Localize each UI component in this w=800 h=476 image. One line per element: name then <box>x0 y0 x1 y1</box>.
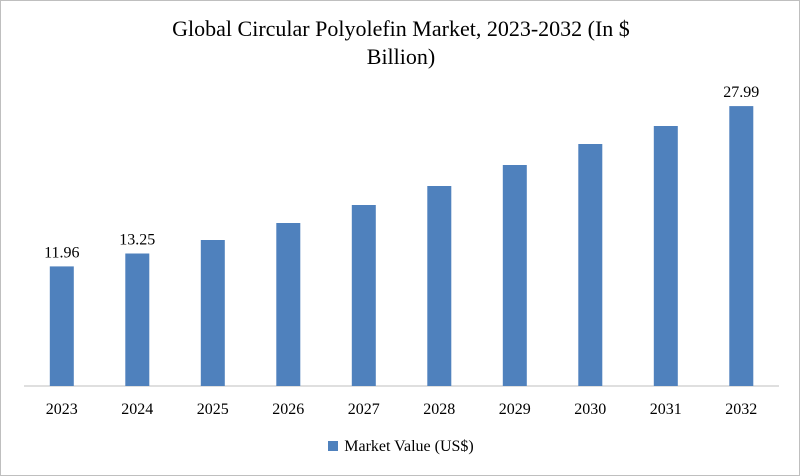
x-tick-label-2032: 2032 <box>725 401 757 418</box>
x-tick-label-2024: 2024 <box>121 401 153 418</box>
chart-title-line-2: Billion) <box>366 44 436 69</box>
x-tick-label-2025: 2025 <box>197 401 229 418</box>
x-tick-label-2031: 2031 <box>650 401 682 418</box>
data-label-group: 11.96 13.25 27.99 <box>44 84 759 261</box>
legend-swatch <box>328 441 339 451</box>
bar-2024 <box>125 253 150 386</box>
legend-label: Market Value (US$) <box>344 438 474 455</box>
bar-2023 <box>49 266 74 386</box>
data-label-2024: 13.25 <box>119 232 155 249</box>
bar-2028 <box>427 186 452 386</box>
x-tick-label-group: 2023 2024 2025 2026 2027 2028 2029 2030 2031 2032 <box>46 401 757 418</box>
chart-title: Global Circular Polyolefin Market, 2023-… <box>1 15 799 71</box>
x-tick-label-2023: 2023 <box>46 401 78 418</box>
bar-group <box>49 106 754 386</box>
bar-2031 <box>653 126 678 386</box>
bar-2027 <box>351 205 376 386</box>
plot-area: 11.96 13.25 27.99 2023 2024 2025 2026 2027 2028… <box>24 84 779 418</box>
legend: Market Value (US$) <box>1 437 799 457</box>
data-label-2023: 11.96 <box>44 244 79 261</box>
x-tick-label-2026: 2026 <box>272 401 304 418</box>
data-label-2032: 27.99 <box>723 84 759 101</box>
bar-2029 <box>502 165 527 386</box>
x-tick-label-2027: 2027 <box>348 401 380 418</box>
bar-2032 <box>729 106 754 386</box>
x-tick-label-2029: 2029 <box>499 401 531 418</box>
bar-2026 <box>276 223 301 386</box>
x-tick-label-2030: 2030 <box>574 401 606 418</box>
chart-title-line-1: Global Circular Polyolefin Market, 2023-… <box>172 16 630 41</box>
bar-2025 <box>200 240 225 386</box>
bar-2030 <box>578 144 603 386</box>
x-tick-label-2028: 2028 <box>423 401 455 418</box>
